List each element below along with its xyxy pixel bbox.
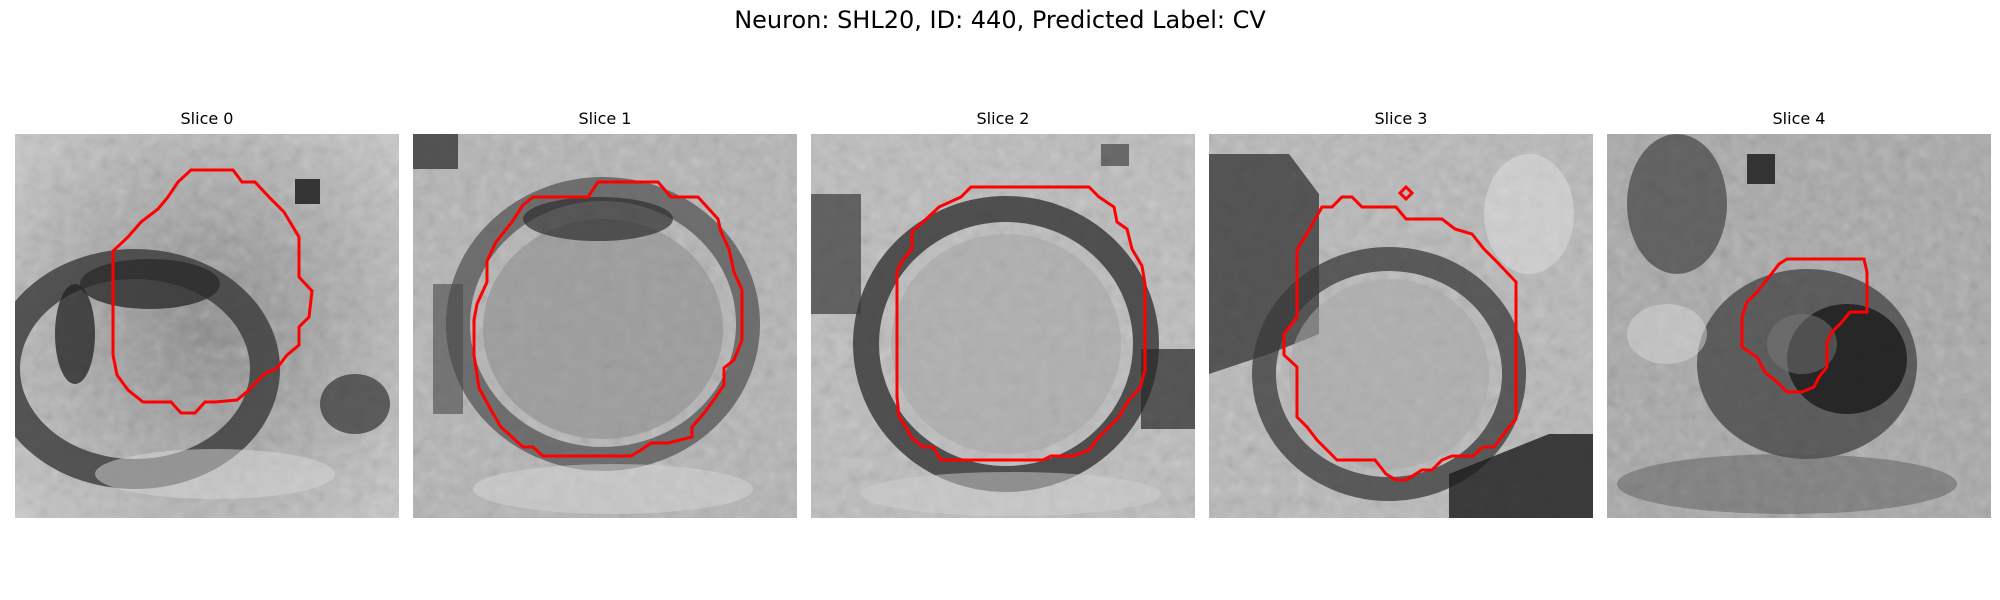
roi-contour-3	[1282, 195, 1518, 482]
slice-title-2: Slice 2	[976, 109, 1030, 128]
slice-panel-1: Slice 1	[413, 108, 797, 518]
slice-panel-3: Slice 3	[1209, 108, 1593, 518]
slice-panel-2: Slice 2	[811, 108, 1195, 518]
slice-image-4	[1607, 134, 1991, 518]
slice-title-1: Slice 1	[578, 109, 632, 128]
slice-image-0	[15, 134, 399, 518]
roi-contour-0	[111, 168, 314, 415]
roi-contour-2	[895, 185, 1147, 462]
slice-title-0: Slice 0	[180, 109, 234, 128]
slice-title-3: Slice 3	[1374, 109, 1428, 128]
slice-title-4: Slice 4	[1772, 109, 1826, 128]
slice-image-3	[1209, 134, 1593, 518]
slice-panel-4: Slice 4	[1607, 108, 1991, 518]
slice-image-2	[811, 134, 1195, 518]
slice-panel-0: Slice 0	[15, 108, 399, 518]
roi-contour-1	[472, 180, 744, 458]
roi-contour-3-marker	[1397, 184, 1415, 202]
roi-contour-4	[1740, 257, 1869, 394]
slice-image-1	[413, 134, 797, 518]
figure-title: Neuron: SHL20, ID: 440, Predicted Label:…	[734, 6, 1266, 34]
